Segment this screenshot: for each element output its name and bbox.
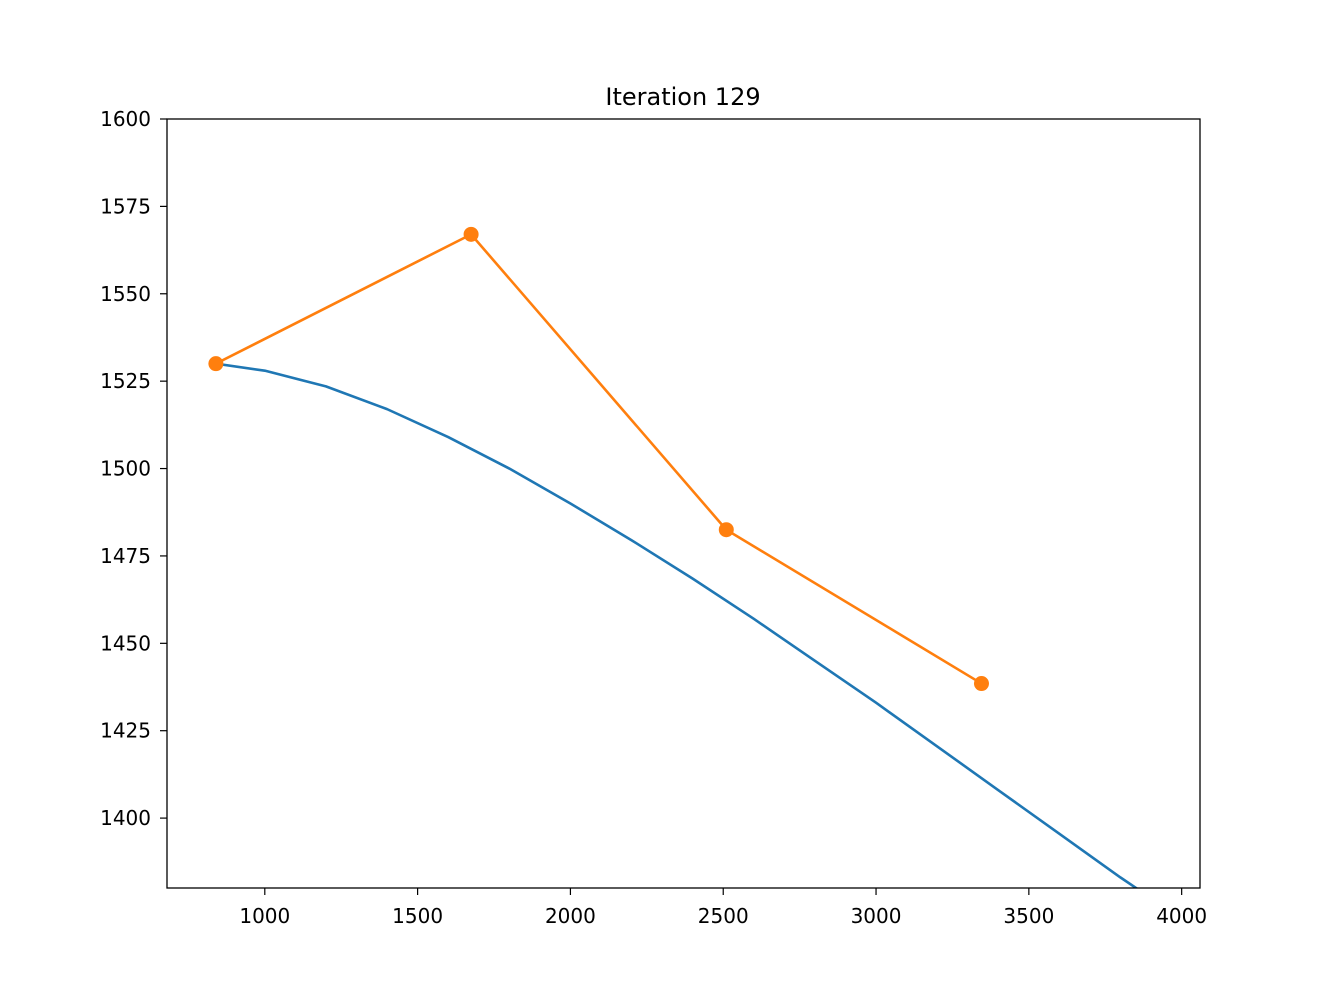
x-tick-label: 1000 xyxy=(239,904,290,928)
x-tick-label: 3000 xyxy=(851,904,902,928)
x-tick-label: 1500 xyxy=(392,904,443,928)
series-1-point xyxy=(463,226,479,242)
plot-frame xyxy=(166,118,1201,889)
series-line-1 xyxy=(214,233,984,686)
chart-title: Iteration 129 xyxy=(605,83,760,111)
y-tick-label: 1525 xyxy=(100,369,151,393)
x-tick-label: 2500 xyxy=(698,904,749,928)
y-tick-label: 1550 xyxy=(100,282,151,306)
tick-layer: 1000 1500 2000 2500 3000 3500 4000 1400 1425 1450… xyxy=(100,107,1207,928)
y-tick-label: 1400 xyxy=(100,806,151,830)
series-1-point xyxy=(973,676,989,692)
y-tick-label: 1500 xyxy=(100,457,151,481)
series-layer xyxy=(208,226,1139,888)
y-tick-label: 1450 xyxy=(100,631,151,655)
x-tick-label: 4000 xyxy=(1156,904,1207,928)
y-tick-label: 1475 xyxy=(100,544,151,568)
series-1-point xyxy=(208,356,224,372)
series-1-point xyxy=(718,522,734,538)
series-line-0 xyxy=(214,362,1139,888)
y-tick-label: 1575 xyxy=(100,194,151,218)
y-tick-label: 1425 xyxy=(100,719,151,743)
x-tick-label: 2000 xyxy=(545,904,596,928)
x-tick-label: 3500 xyxy=(1003,904,1054,928)
y-tick-label: 1600 xyxy=(100,107,151,131)
